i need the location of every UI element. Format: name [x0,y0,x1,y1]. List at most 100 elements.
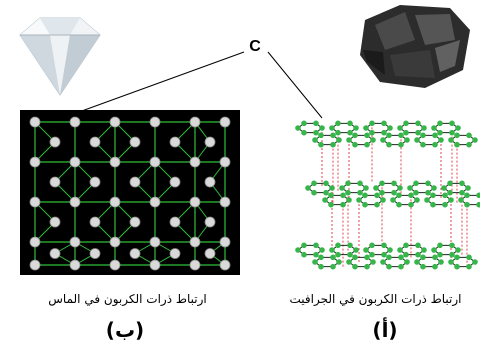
graphite-atom [396,201,402,208]
graphite-atom [370,259,376,265]
graphite-atom [347,242,353,249]
graphite-lattice-panel [285,110,481,280]
graphite-atom [421,125,427,131]
diamond-atom [169,176,181,188]
graphite-atom [396,192,402,199]
graphite-atom [465,185,471,191]
graphite-atom [397,125,403,131]
graphite-atom [420,263,426,270]
graphite-atom [408,201,414,208]
graphite-atom [390,197,396,203]
graphite-atom [374,201,380,208]
graphite-atom [447,189,453,196]
diamond-atom [29,196,41,208]
graphite-atom [381,129,387,136]
graphite-atom [459,189,465,196]
graphite-atom [386,254,392,261]
graphite-atom [442,192,448,199]
graphite-atom [364,132,370,139]
graphite-lump-image [360,5,470,88]
graphite-atom [381,251,387,258]
graphite-atom [336,137,342,143]
graphite-atom [386,141,392,148]
diamond-caption: ارتباط ذرات الكربون في الماس [48,292,207,306]
graphite-panel-letter: (أ) [372,318,398,342]
carbon-atom-label: C [249,38,261,55]
graphite-atom [357,189,363,196]
graphite-atom [430,201,436,208]
graphite-atom [380,197,386,203]
graphite-atom [318,254,324,261]
graphite-atom [346,197,352,203]
graphite-atom [347,129,353,136]
graphite-atom [431,125,437,131]
graphite-atom [466,132,472,139]
diamond-atom [189,156,201,168]
graphite-atom [398,141,404,148]
graphite-atom [381,120,387,127]
graphite-atom [353,247,359,253]
graphite-atom [318,141,324,148]
graphite-atom [357,180,363,187]
graphite-atom [369,129,375,136]
graphite-lattice-structure [295,120,481,270]
diamond-atom [169,136,181,148]
diamond-atoms [29,116,231,271]
graphite-atom [380,137,386,143]
graphite-atom [330,141,336,148]
graphite-atom [369,251,375,258]
diamond-atom [49,176,61,188]
graphite-atom [379,189,385,196]
graphite-atom [464,192,470,199]
graphite-atom [397,247,403,253]
graphite-atom [432,132,438,139]
graphite-atom [362,201,368,208]
diamond-atom [204,176,216,188]
graphite-atom [476,201,481,208]
graphite-atom [311,189,317,196]
diamond-atom [29,236,41,248]
graphite-atom [345,180,351,187]
graphite-atom [466,141,472,148]
graphite-atom [374,192,380,199]
diamond-atom [109,156,121,168]
graphite-atom [421,247,427,253]
diamond-atom [89,248,101,259]
graphite-atom [363,185,369,191]
diamond-atom [69,156,81,168]
diamond-atom [69,259,81,271]
diamond-atom [149,236,161,248]
graphite-atom [328,201,334,208]
graphite-atom [322,197,328,203]
graphite-atom [458,197,464,203]
graphite-atom [466,263,472,270]
diamond-atom [219,196,231,208]
graphite-atom [438,259,444,265]
graphite-atom [431,247,437,253]
graphite-atom [328,192,334,199]
diamond-atom [219,259,231,271]
graphite-atom [466,254,472,261]
graphite-atom [455,247,461,253]
diamond-atom [89,176,101,188]
graphite-atom [454,141,460,148]
graphite-atom [407,185,413,191]
graphite-atom [313,120,319,127]
graphite-atom [387,247,393,253]
diamond-atom [219,156,231,168]
graphite-atom [415,242,421,249]
graphite-atom [318,132,324,139]
graphite-atom [464,201,470,208]
graphite-atom [381,242,387,249]
graphite-atom [364,263,370,270]
graphite-atom [413,180,419,187]
graphite-atom [301,120,307,127]
graphite-atom [387,125,393,131]
graphite-atom [353,125,359,131]
graphite-atom [449,242,455,249]
diamond-atom [129,176,141,188]
graphite-atom [346,259,352,265]
graphite-atom [330,263,336,270]
graphite-atom [403,129,409,136]
graphite-atom [363,247,369,253]
